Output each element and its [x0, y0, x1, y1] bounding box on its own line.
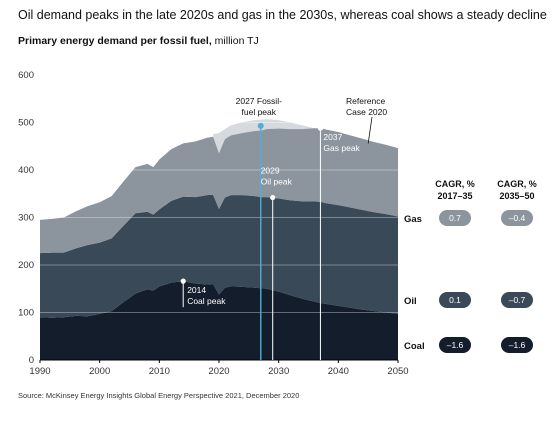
cagr-value-coal-1: –1.6: [447, 340, 464, 350]
source-note: Source: McKinsey Energy Insights Global …: [18, 391, 300, 400]
reference-label-line2: Case 2020: [346, 107, 387, 117]
cagr-pill-oil-2: [501, 292, 533, 308]
row-label-coal: Coal: [404, 341, 425, 352]
reference-leader-line: [367, 116, 373, 144]
peak-label-2029-line1: 2029: [261, 166, 280, 176]
cagr-pill-coal-1: [439, 337, 471, 353]
area-gas: [40, 128, 398, 254]
peak-marker-2027: [257, 122, 264, 129]
peak-label-2014-line1: 2014: [187, 285, 206, 295]
y-tick-label-200: 200: [18, 260, 34, 271]
peak-label-2029-line2: Oil peak: [261, 177, 293, 187]
cagr-pill-gas-2: [501, 210, 533, 226]
cagr-value-oil-2: –0.7: [509, 295, 526, 305]
cagr-pill-gas-1: [439, 210, 471, 226]
peak-label-2027-line1: 2027 Fossil-: [236, 96, 282, 106]
y-tick-label-500: 500: [18, 118, 34, 129]
peak-label-2037-line2: Gas peak: [323, 143, 360, 153]
chart-title: Oil demand peaks in the late 2020s and g…: [18, 8, 547, 22]
x-tick-label-2020: 2020: [208, 366, 229, 377]
x-tick-label-2030: 2030: [268, 366, 289, 377]
y-tick-label-300: 300: [18, 213, 34, 224]
cagr-header-1-line2: 2017–35: [437, 191, 472, 201]
subtitle-measure: Primary energy demand per fossil fuel,: [18, 35, 212, 47]
y-tick-label-600: 600: [18, 70, 34, 81]
cagr-value-coal-2: –1.6: [509, 340, 526, 350]
subtitle-unit: million TJ: [214, 35, 259, 47]
y-tick-label-400: 400: [18, 165, 34, 176]
area-coal: [40, 281, 398, 360]
area-oil: [40, 194, 398, 318]
peak-label-2027-line2: fuel peak: [242, 107, 277, 117]
x-tick-label-2000: 2000: [89, 366, 110, 377]
cagr-pill-oil-1: [439, 292, 471, 308]
peak-label-2037-line1: 2037: [323, 132, 342, 142]
cagr-value-gas-2: –0.4: [509, 213, 526, 223]
peak-marker-2029: [270, 194, 276, 201]
cagr-header-2-line1: CAGR, %: [497, 179, 537, 189]
cagr-value-gas-1: 0.7: [449, 213, 461, 223]
reference-label-line1: Reference: [346, 96, 385, 106]
cagr-header-1-line1: CAGR, %: [435, 179, 475, 189]
cagr-header-2-line2: 2035–50: [499, 191, 534, 201]
x-tick-label-2050: 2050: [387, 366, 408, 377]
peak-label-2014-line2: Coal peak: [187, 296, 226, 306]
y-tick-label-100: 100: [18, 308, 34, 319]
row-label-gas: Gas: [404, 214, 422, 225]
cagr-value-oil-1: 0.1: [449, 295, 461, 305]
x-tick-label-2040: 2040: [328, 366, 349, 377]
row-label-oil: Oil: [404, 296, 417, 307]
x-tick-label-1990: 1990: [29, 366, 50, 377]
y-tick-label-0: 0: [29, 355, 34, 366]
cagr-pill-coal-2: [501, 337, 533, 353]
chart-subtitle: Primary energy demand per fossil fuel, m…: [18, 35, 259, 47]
x-tick-label-2010: 2010: [149, 366, 170, 377]
